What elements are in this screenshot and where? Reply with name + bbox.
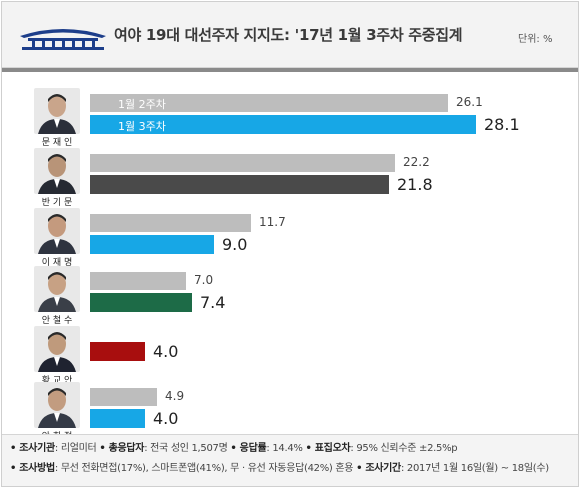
candidate-name: 문 재 인 <box>41 138 73 148</box>
value-label-current: 9.0 <box>222 235 248 254</box>
bar-previous-week <box>90 388 157 406</box>
footer-key: • 응답률 <box>230 443 267 454</box>
value-label-previous: 26.1 <box>456 95 483 109</box>
footer-key: • 총응답자 <box>99 443 145 454</box>
footer-key: • 조사기간 <box>356 463 401 474</box>
value-label-previous: 22.2 <box>403 155 430 169</box>
value-label-current: 7.4 <box>200 293 226 312</box>
bar-previous-week <box>90 272 186 290</box>
bar-current-week <box>90 293 192 312</box>
footer-value: : 리얼미터 <box>54 443 100 454</box>
candidate-photo <box>34 382 80 428</box>
footer-value: : 무선 전화면접(17%), 스마트폰앱(41%), 무 · 유선 자동응답(… <box>54 463 357 474</box>
footer-key: • 조사방법 <box>10 463 55 474</box>
footer-key: • 조사기관 <box>10 443 55 454</box>
header-divider <box>2 68 578 72</box>
blue-house-logo-icon <box>20 29 106 50</box>
footer-value: : 2017년 1월 16일(월) ~ 18일(수) <box>400 463 549 474</box>
candidate-photo <box>34 326 80 372</box>
value-label-current: 4.0 <box>153 342 179 361</box>
value-label-current: 21.8 <box>397 175 433 194</box>
legend-label-previous-week: 1월 2주차 <box>118 98 166 111</box>
bar-current-week <box>90 115 476 134</box>
value-label-current: 4.0 <box>153 409 179 428</box>
candidate-photo <box>34 148 80 194</box>
unit-label: 단위: % <box>518 34 553 45</box>
value-label-previous: 7.0 <box>194 273 214 287</box>
value-label-previous: 4.9 <box>165 389 185 403</box>
bar-current-week <box>90 409 145 428</box>
candidate-name: 황 교 안 <box>41 376 73 386</box>
footer-line-1: • 조사기관: 리얼미터 • 총응답자: 전국 성인 1,507명 • 응답률:… <box>10 439 570 459</box>
candidate-name: 반 기 문 <box>41 198 73 208</box>
candidate-photo <box>34 88 80 134</box>
value-label-current: 28.1 <box>484 115 520 134</box>
bar-current-week <box>90 342 145 361</box>
value-label-previous: 11.7 <box>259 215 286 229</box>
candidate-name: 안 철 수 <box>41 316 73 326</box>
bar-previous-week <box>90 154 395 172</box>
candidate-photo <box>34 266 80 312</box>
bar-previous-week <box>90 94 448 112</box>
bar-current-week <box>90 175 389 194</box>
candidate-name: 이 재 명 <box>41 258 73 268</box>
footer-value: : 95% 신뢰수준 ±2.5%p <box>350 443 458 454</box>
header: 여야 19대 대선주자 지지도: '17년 1월 3주차 주중집계 단위: % <box>2 2 578 68</box>
survey-footer: • 조사기관: 리얼미터 • 총응답자: 전국 성인 1,507명 • 응답률:… <box>2 434 578 486</box>
footer-key: • 표집오차 <box>305 443 351 454</box>
bar-previous-week <box>90 214 251 232</box>
bar-current-week <box>90 235 214 254</box>
footer-value: : 14.4% <box>266 443 306 454</box>
legend-label-current-week: 1월 3주차 <box>118 120 166 133</box>
footer-line-2: • 조사방법: 무선 전화면접(17%), 스마트폰앱(41%), 무 · 유선… <box>10 459 570 479</box>
footer-value: : 전국 성인 1,507명 <box>144 443 231 454</box>
page-title: 여야 19대 대선주자 지지도: '17년 1월 3주차 주중집계 <box>114 26 463 44</box>
candidate-photo <box>34 208 80 254</box>
